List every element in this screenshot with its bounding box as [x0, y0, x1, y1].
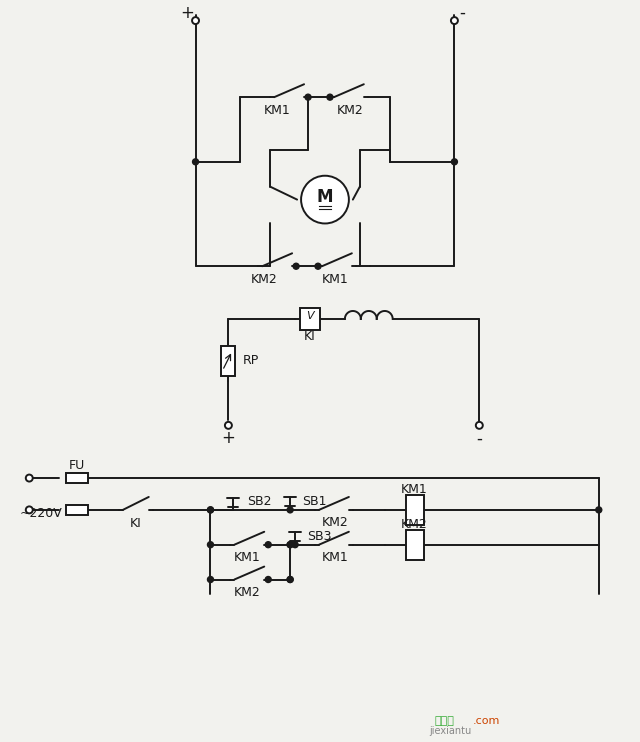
- Bar: [66, 505, 88, 515]
- Text: SB1: SB1: [302, 496, 326, 508]
- Circle shape: [265, 577, 271, 582]
- Text: -: -: [476, 430, 483, 447]
- Text: KM1: KM1: [264, 104, 291, 116]
- Circle shape: [207, 507, 214, 513]
- Text: jiexiantu: jiexiantu: [429, 726, 472, 735]
- Text: KM2: KM2: [337, 104, 364, 116]
- Circle shape: [287, 542, 293, 548]
- Text: KI: KI: [130, 517, 141, 531]
- Circle shape: [451, 159, 458, 165]
- Circle shape: [207, 577, 214, 582]
- Circle shape: [287, 507, 293, 513]
- Text: FU: FU: [69, 459, 85, 472]
- Text: +: +: [221, 430, 236, 447]
- Circle shape: [225, 422, 232, 429]
- Text: KM2: KM2: [401, 519, 428, 531]
- Text: KM1: KM1: [401, 484, 428, 496]
- Circle shape: [292, 542, 298, 548]
- Circle shape: [287, 577, 293, 582]
- Circle shape: [293, 263, 299, 269]
- Circle shape: [327, 94, 333, 100]
- Bar: [66, 473, 88, 483]
- Circle shape: [305, 94, 311, 100]
- Text: RP: RP: [243, 354, 259, 367]
- Text: KM2: KM2: [321, 516, 348, 529]
- Circle shape: [451, 17, 458, 24]
- Circle shape: [26, 475, 33, 482]
- Text: M: M: [317, 188, 333, 206]
- Text: V: V: [306, 311, 314, 321]
- Text: SB2: SB2: [247, 496, 272, 508]
- Text: SB3: SB3: [307, 531, 332, 543]
- Circle shape: [265, 542, 271, 548]
- Text: KM1: KM1: [234, 551, 260, 564]
- Text: -: -: [460, 4, 465, 22]
- Circle shape: [207, 507, 214, 513]
- Circle shape: [287, 577, 293, 582]
- Circle shape: [26, 506, 33, 513]
- Circle shape: [192, 17, 199, 24]
- Text: 接线图: 接线图: [435, 716, 454, 726]
- Bar: [406, 495, 424, 525]
- Text: ~220V: ~220V: [19, 508, 62, 520]
- Circle shape: [193, 159, 198, 165]
- Text: KM2: KM2: [234, 586, 260, 599]
- Text: KM2: KM2: [251, 272, 278, 286]
- Text: KM1: KM1: [321, 272, 348, 286]
- Circle shape: [207, 542, 214, 548]
- Bar: [406, 530, 424, 559]
- Circle shape: [287, 542, 293, 548]
- Text: +: +: [180, 4, 195, 22]
- Text: KI: KI: [304, 330, 316, 344]
- Circle shape: [301, 176, 349, 223]
- Text: KM1: KM1: [321, 551, 348, 564]
- Bar: [221, 346, 236, 375]
- Text: .com: .com: [472, 716, 500, 726]
- Circle shape: [596, 507, 602, 513]
- Circle shape: [476, 422, 483, 429]
- Bar: [300, 308, 320, 330]
- Circle shape: [315, 263, 321, 269]
